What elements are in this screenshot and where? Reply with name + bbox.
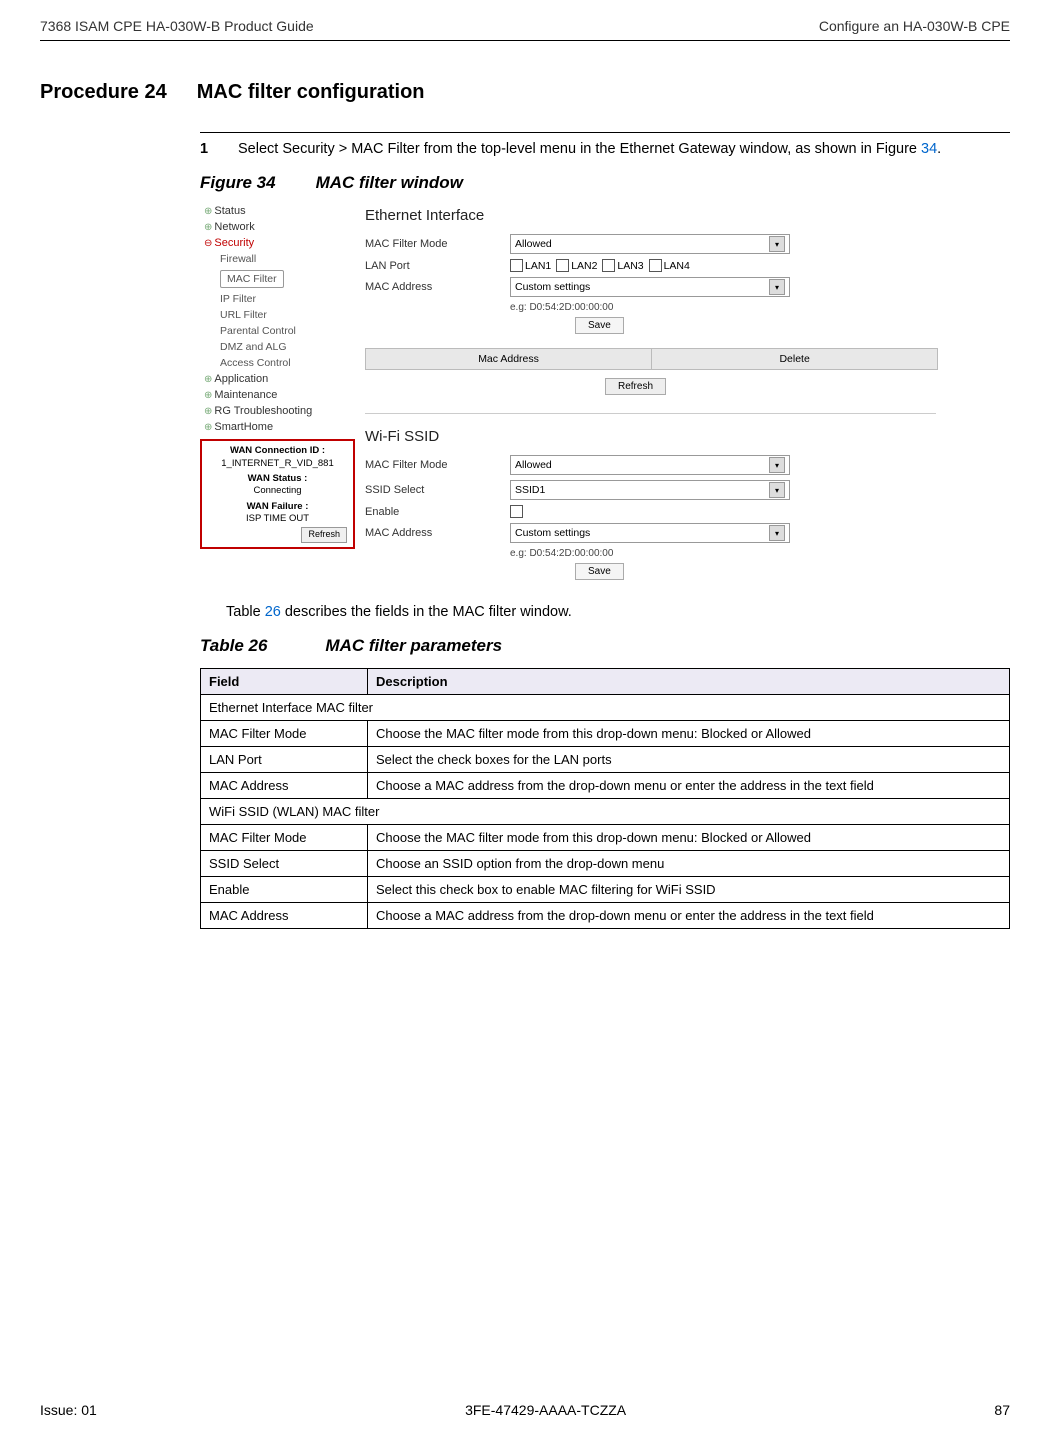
table-link[interactable]: 26 (265, 604, 281, 620)
nav-network[interactable]: ⊕Network (200, 219, 355, 235)
nav-rg[interactable]: ⊕RG Troubleshooting (200, 403, 355, 419)
table-field: SSID Select (201, 851, 368, 877)
eth-mac-select[interactable]: Custom settings▾ (510, 277, 790, 297)
header-right: Configure an HA-030W-B CPE (819, 18, 1010, 34)
procedure-name: MAC filter configuration (197, 81, 425, 103)
wifi-mac-label: MAC Address (365, 527, 510, 539)
footer-right: 87 (994, 1402, 1010, 1418)
step-1: 1 Select Security > MAC Filter from the … (200, 132, 1010, 159)
eth-lan-label: LAN Port (365, 260, 510, 272)
table-field: MAC Address (201, 903, 368, 929)
step-number: 1 (200, 139, 238, 159)
chevron-down-icon: ▾ (769, 457, 785, 473)
table-field: MAC Filter Mode (201, 721, 368, 747)
table-field: Enable (201, 877, 368, 903)
figure-title: Figure 34MAC filter window (200, 173, 1010, 193)
eth-heading: Ethernet Interface (365, 207, 960, 224)
wifi-enable-label: Enable (365, 506, 510, 518)
screenshot: ⊕Status ⊕Network ⊖Security Firewall MAC … (200, 203, 960, 580)
th-desc: Description (368, 669, 1010, 695)
nav-url-filter[interactable]: URL Filter (200, 307, 355, 323)
eth-mode-label: MAC Filter Mode (365, 238, 510, 250)
eth-mode-select[interactable]: Allowed▾ (510, 234, 790, 254)
nav-firewall[interactable]: Firewall (200, 251, 355, 267)
params-table: Field Description Ethernet Interface MAC… (200, 668, 1010, 929)
table-desc: Select this check box to enable MAC filt… (368, 877, 1010, 903)
lan1-checkbox[interactable] (510, 259, 523, 272)
nav-mac-filter[interactable]: MAC Filter (200, 267, 355, 291)
procedure-number: Procedure 24 (40, 81, 167, 103)
wifi-mac-select[interactable]: Custom settings▾ (510, 523, 790, 543)
nav-smarthome[interactable]: ⊕SmartHome (200, 419, 355, 435)
wifi-mode-select[interactable]: Allowed▾ (510, 455, 790, 475)
footer-center: 3FE-47429-AAAA-TCZZA (465, 1402, 626, 1418)
lan4-checkbox[interactable] (649, 259, 662, 272)
col-delete: Delete (652, 349, 937, 369)
nav-maintenance[interactable]: ⊕Maintenance (200, 387, 355, 403)
wifi-mode-label: MAC Filter Mode (365, 459, 510, 471)
table-desc: Select the check boxes for the LAN ports (368, 747, 1010, 773)
footer: Issue: 01 3FE-47429-AAAA-TCZZA 87 (40, 1402, 1010, 1418)
sidebar-refresh-button[interactable]: Refresh (301, 527, 347, 543)
eth-mac-label: MAC Address (365, 281, 510, 293)
wan-info-box: WAN Connection ID : 1_INTERNET_R_VID_881… (200, 439, 355, 549)
wifi-ssid-label: SSID Select (365, 484, 510, 496)
col-mac: Mac Address (366, 349, 652, 369)
step-text: Select Security > MAC Filter from the to… (238, 139, 941, 159)
nav-status[interactable]: ⊕Status (200, 203, 355, 219)
procedure-title: Procedure 24 MAC filter configuration (40, 81, 1010, 104)
wifi-hint: e.g: D0:54:2D:00:00:00 (510, 548, 960, 559)
eth-refresh-button[interactable]: Refresh (605, 378, 666, 395)
chevron-down-icon: ▾ (769, 525, 785, 541)
nav-parental[interactable]: Parental Control (200, 323, 355, 339)
figure-link[interactable]: 34 (921, 141, 937, 157)
sidebar: ⊕Status ⊕Network ⊖Security Firewall MAC … (200, 203, 355, 580)
table-desc: Choose a MAC address from the drop-down … (368, 773, 1010, 799)
nav-ip-filter[interactable]: IP Filter (200, 291, 355, 307)
table-section: Ethernet Interface MAC filter (201, 695, 1010, 721)
wifi-save-button[interactable]: Save (575, 563, 624, 580)
table-field: MAC Filter Mode (201, 825, 368, 851)
lan3-checkbox[interactable] (602, 259, 615, 272)
table-title: Table 26MAC filter parameters (200, 636, 1010, 656)
chevron-down-icon: ▾ (769, 482, 785, 498)
table-intro: Table 26 describes the fields in the MAC… (226, 604, 1010, 620)
chevron-down-icon: ▾ (769, 279, 785, 295)
wifi-heading: Wi-Fi SSID (365, 428, 960, 445)
table-section: WiFi SSID (WLAN) MAC filter (201, 799, 1010, 825)
lan2-checkbox[interactable] (556, 259, 569, 272)
main-panel: Ethernet Interface MAC Filter Mode Allow… (365, 203, 960, 580)
chevron-down-icon: ▾ (769, 236, 785, 252)
table-desc: Choose the MAC filter mode from this dro… (368, 825, 1010, 851)
table-field: MAC Address (201, 773, 368, 799)
nav-access[interactable]: Access Control (200, 355, 355, 371)
table-field: LAN Port (201, 747, 368, 773)
header-left: 7368 ISAM CPE HA-030W-B Product Guide (40, 18, 314, 34)
nav-dmz[interactable]: DMZ and ALG (200, 339, 355, 355)
eth-hint: e.g: D0:54:2D:00:00:00 (510, 302, 960, 313)
table-desc: Choose a MAC address from the drop-down … (368, 903, 1010, 929)
table-desc: Choose the MAC filter mode from this dro… (368, 721, 1010, 747)
eth-save-button[interactable]: Save (575, 317, 624, 334)
wifi-ssid-select[interactable]: SSID1▾ (510, 480, 790, 500)
lan-checkboxes: LAN1 LAN2 LAN3 LAN4 (510, 259, 960, 272)
th-field: Field (201, 669, 368, 695)
wifi-enable-checkbox[interactable] (510, 505, 523, 518)
footer-left: Issue: 01 (40, 1402, 97, 1418)
table-desc: Choose an SSID option from the drop-down… (368, 851, 1010, 877)
nav-security[interactable]: ⊖Security (200, 235, 355, 251)
nav-application[interactable]: ⊕Application (200, 371, 355, 387)
mac-table: Mac Address Delete (365, 348, 938, 370)
